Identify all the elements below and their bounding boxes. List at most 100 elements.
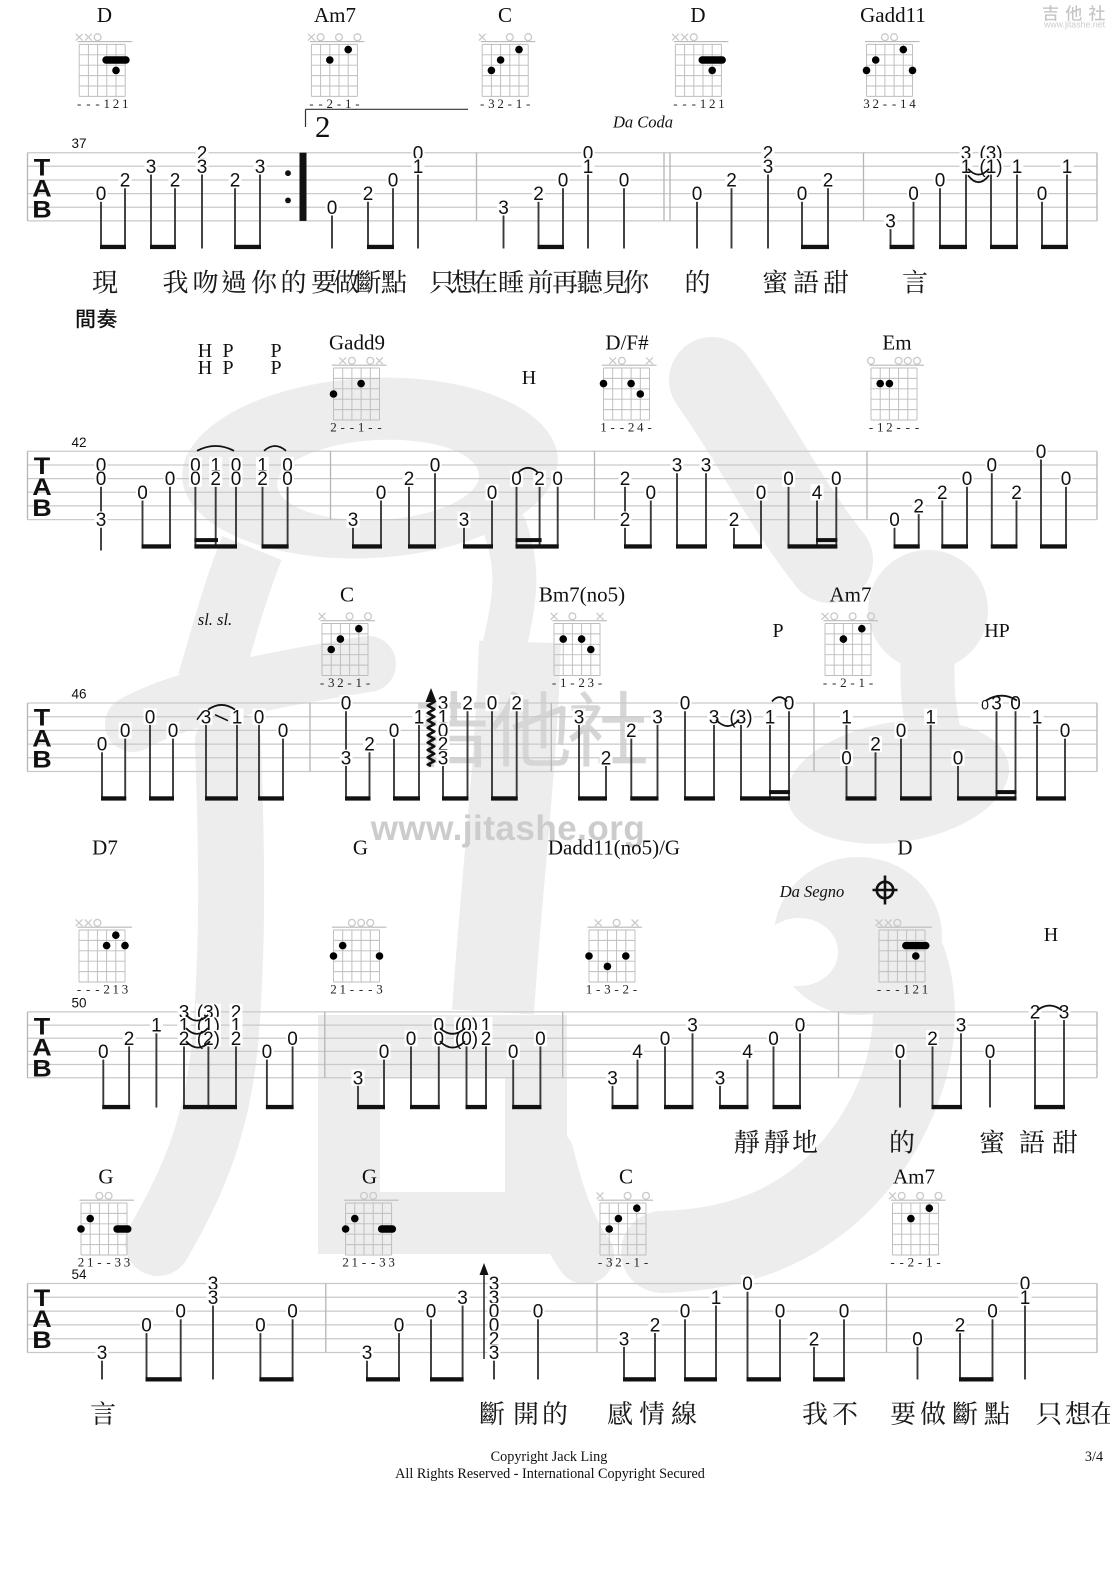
svg-text:3: 3 xyxy=(607,1068,618,1089)
svg-text:-: - xyxy=(892,96,896,111)
svg-text:2: 2 xyxy=(231,1003,242,1024)
svg-text:-: - xyxy=(596,982,600,997)
svg-text:Dadd11(no5)/G: Dadd11(no5)/G xyxy=(548,836,680,860)
svg-text:3: 3 xyxy=(498,198,509,219)
svg-text:-: - xyxy=(526,96,530,111)
svg-text:0: 0 xyxy=(985,1042,996,1063)
svg-text:0: 0 xyxy=(841,748,852,769)
svg-text:0: 0 xyxy=(775,1302,786,1323)
svg-text:-: - xyxy=(77,96,81,111)
svg-text:3: 3 xyxy=(146,157,157,178)
svg-text:0: 0 xyxy=(680,1302,691,1323)
svg-text:0: 0 xyxy=(287,1029,298,1050)
svg-text:2: 2 xyxy=(1030,1003,1041,1024)
svg-text:0: 0 xyxy=(1010,694,1021,715)
svg-text:1: 1 xyxy=(718,96,725,111)
svg-text:0: 0 xyxy=(533,1302,544,1323)
svg-text:-: - xyxy=(614,982,618,997)
svg-text:0: 0 xyxy=(795,1016,806,1037)
svg-text:-: - xyxy=(362,1255,366,1270)
svg-text:A: A xyxy=(32,726,51,753)
svg-text:0: 0 xyxy=(552,469,563,490)
svg-text:-: - xyxy=(647,420,651,435)
svg-text:1: 1 xyxy=(413,157,424,178)
svg-text:0: 0 xyxy=(935,171,946,192)
svg-text:0: 0 xyxy=(508,1042,519,1063)
svg-text:3: 3 xyxy=(208,1288,219,1309)
svg-text:2: 2 xyxy=(103,982,110,997)
svg-text:0: 0 xyxy=(987,456,998,477)
svg-text:2: 2 xyxy=(342,1255,349,1270)
svg-text:1: 1 xyxy=(1012,157,1023,178)
svg-text:-: - xyxy=(896,420,900,435)
svg-text:2: 2 xyxy=(937,483,948,504)
svg-text:3: 3 xyxy=(379,1255,386,1270)
svg-text:2: 2 xyxy=(955,1316,966,1337)
svg-text:-: - xyxy=(832,675,836,690)
svg-text:-: - xyxy=(341,420,345,435)
svg-text:0: 0 xyxy=(535,1029,546,1050)
svg-text:0: 0 xyxy=(406,1029,417,1050)
svg-text:1: 1 xyxy=(232,707,243,728)
svg-text:0: 0 xyxy=(394,1316,405,1337)
svg-text:1: 1 xyxy=(122,96,129,111)
svg-text:H: H xyxy=(522,367,536,389)
svg-text:1: 1 xyxy=(600,420,607,435)
svg-text:2: 2 xyxy=(315,109,331,144)
svg-text:1: 1 xyxy=(700,96,707,111)
svg-text:1: 1 xyxy=(1020,1288,1031,1309)
svg-text:2: 2 xyxy=(729,510,740,531)
svg-text:2: 2 xyxy=(620,510,631,531)
svg-text:0: 0 xyxy=(96,184,107,205)
svg-text:2: 2 xyxy=(823,171,834,192)
svg-text:0: 0 xyxy=(489,1316,500,1337)
svg-text:2: 2 xyxy=(872,96,879,111)
svg-text:T: T xyxy=(34,453,51,480)
svg-text:0: 0 xyxy=(981,697,989,713)
svg-text:3: 3 xyxy=(122,982,129,997)
svg-text:3: 3 xyxy=(489,1343,500,1364)
svg-text:-: - xyxy=(320,675,324,690)
svg-text:-: - xyxy=(906,420,910,435)
svg-text:0: 0 xyxy=(278,721,289,742)
svg-text:0: 0 xyxy=(987,1302,998,1323)
svg-text:0: 0 xyxy=(1060,721,1071,742)
svg-text:3: 3 xyxy=(438,694,449,715)
svg-text:0: 0 xyxy=(413,143,424,164)
svg-text:0: 0 xyxy=(434,1029,445,1050)
svg-text:(1): (1) xyxy=(979,157,1002,178)
svg-text:Am7: Am7 xyxy=(314,3,356,27)
svg-text:1: 1 xyxy=(113,982,120,997)
svg-text:-: - xyxy=(371,1255,375,1270)
svg-text:2: 2 xyxy=(327,96,334,111)
svg-text:2: 2 xyxy=(337,675,344,690)
svg-text:-: - xyxy=(869,420,873,435)
svg-text:2: 2 xyxy=(886,420,893,435)
svg-text:-: - xyxy=(350,420,354,435)
svg-text:2: 2 xyxy=(489,1329,500,1350)
svg-text:1: 1 xyxy=(87,1255,94,1270)
svg-text:3: 3 xyxy=(488,96,495,111)
svg-text:-: - xyxy=(318,96,322,111)
svg-text:0: 0 xyxy=(768,1029,779,1050)
svg-text:3: 3 xyxy=(208,1274,219,1295)
svg-text:0: 0 xyxy=(137,483,148,504)
svg-text:3: 3 xyxy=(376,982,383,997)
svg-text:2: 2 xyxy=(363,184,374,205)
svg-text:1: 1 xyxy=(151,1016,162,1037)
svg-text:2: 2 xyxy=(462,694,473,715)
svg-text:3: 3 xyxy=(353,1068,364,1089)
svg-text:2: 2 xyxy=(438,735,449,756)
svg-text:3: 3 xyxy=(701,456,712,477)
svg-text:-: - xyxy=(633,982,637,997)
svg-text:Bm7(no5): Bm7(no5) xyxy=(539,582,625,606)
svg-text:-: - xyxy=(368,420,372,435)
svg-text:D: D xyxy=(897,836,912,860)
svg-text:-: - xyxy=(895,982,899,997)
svg-text:0: 0 xyxy=(379,1042,390,1063)
svg-text:50: 50 xyxy=(72,995,87,1010)
svg-text:0: 0 xyxy=(376,483,387,504)
svg-text:0: 0 xyxy=(1036,442,1047,463)
svg-text:1: 1 xyxy=(961,157,972,178)
svg-text:2: 2 xyxy=(534,469,545,490)
